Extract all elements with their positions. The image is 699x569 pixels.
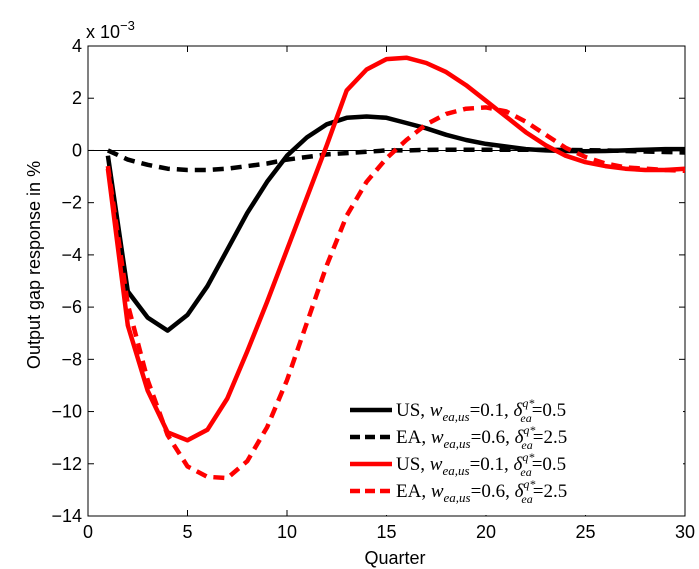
tick-labels: 0 5 10 15 20 25 30 −14 −12 −10 −8 −6 −4 −2 0 2 4 — [51, 36, 695, 542]
legend: US, wea,us=0.1, δq* ea=0.5EA, wea,us=0.6,… — [338, 390, 683, 515]
x-tick-label: 30 — [675, 522, 695, 542]
legend-label-3: US, wea,us=0.1, δq* ea=0.5 — [396, 450, 566, 479]
y-tick-label: −8 — [61, 349, 82, 369]
y-axis-title: Output gap response in % — [24, 161, 44, 369]
x-tick-label: 5 — [182, 522, 192, 542]
x-tick-label: 0 — [83, 522, 93, 542]
x-tick-label: 20 — [476, 522, 496, 542]
legend-label-2: EA, wea,us=0.6, δq* ea=2.5 — [396, 423, 567, 452]
x-tick-label: 25 — [575, 522, 595, 542]
y-tick-label: −12 — [51, 454, 82, 474]
y-tick-label: −6 — [61, 297, 82, 317]
y-scale-base: x 10 — [86, 22, 120, 42]
y-tick-label: −14 — [51, 506, 82, 526]
y-tick-label: −4 — [61, 245, 82, 265]
y-scale-factor: x 10−3 — [86, 18, 135, 42]
series-line-4 — [105, 105, 686, 481]
legend-box — [338, 390, 683, 515]
y-tick-label: 4 — [72, 36, 82, 56]
x-tick-label: 15 — [376, 522, 396, 542]
legend-label-1: US, wea,us=0.1, δq* ea=0.5 — [396, 396, 566, 425]
y-tick-label: 0 — [72, 140, 82, 160]
y-scale-exponent: −3 — [120, 18, 135, 33]
series-line-3 — [105, 55, 686, 443]
series-group — [105, 55, 686, 481]
x-axis-title: Quarter — [364, 548, 425, 568]
legend-label-4: EA, wea,us=0.6, δq* ea=2.5 — [396, 477, 567, 506]
y-tick-label: 2 — [72, 88, 82, 108]
x-tick-label: 10 — [277, 522, 297, 542]
y-tick-label: −10 — [51, 402, 82, 422]
y-tick-label: −2 — [61, 193, 82, 213]
series-line-1 — [105, 114, 685, 333]
